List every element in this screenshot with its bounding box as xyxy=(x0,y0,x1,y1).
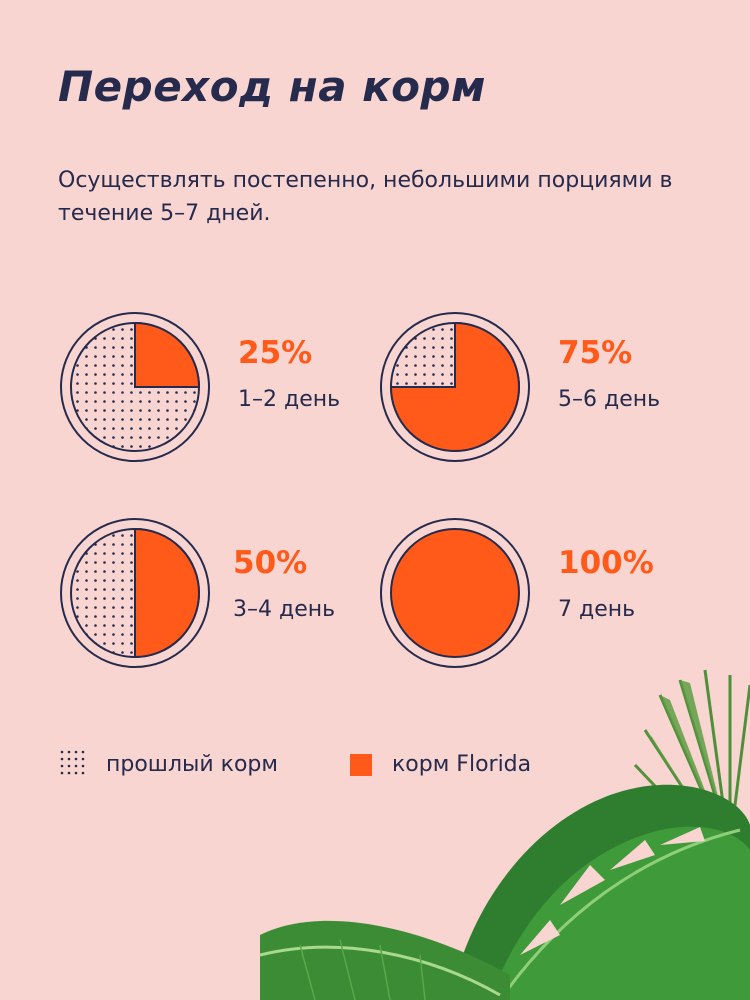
day-label: 3–4 день xyxy=(233,597,336,622)
pie-outer-ring xyxy=(60,312,210,462)
pie-outer-ring xyxy=(380,312,530,462)
pie-chart xyxy=(60,518,210,668)
pie-chart xyxy=(60,312,210,462)
pie-block-4: 100% 7 день xyxy=(375,513,705,673)
legend-florida-label: корм Florida xyxy=(392,752,532,777)
pie-chart xyxy=(380,518,530,668)
dotted-pattern-icon xyxy=(60,750,85,775)
monstera-leaves-icon xyxy=(260,669,750,1000)
pie-outer-ring xyxy=(60,518,210,668)
page-subtitle: Осуществлять постепенно, небольшими порц… xyxy=(58,168,673,226)
percent-label: 100% xyxy=(558,545,654,581)
legend-previous-food: прошлый корм xyxy=(60,750,278,778)
percent-label: 75% xyxy=(558,335,633,371)
slice-florida-food xyxy=(389,321,520,452)
pie-outer-ring xyxy=(380,518,530,668)
day-label: 7 день xyxy=(558,597,636,622)
day-label: 1–2 день xyxy=(238,387,341,412)
pie-block-1: 25% 1–2 день xyxy=(55,307,385,467)
percent-label: 50% xyxy=(233,545,308,581)
legend-florida-food: корм Florida xyxy=(350,752,531,777)
slice-florida-food xyxy=(134,321,201,388)
slice-florida-food xyxy=(134,527,200,659)
pie-block-3: 50% 3–4 день xyxy=(55,513,385,673)
page-title: Переход на корм xyxy=(58,62,486,111)
pie-chart xyxy=(380,312,530,462)
percent-label: 25% xyxy=(238,335,313,371)
day-label: 5–6 день xyxy=(558,387,661,412)
legend-previous-label: прошлый корм xyxy=(106,751,278,777)
pie-block-2: 75% 5–6 день xyxy=(375,307,705,467)
orange-square-icon xyxy=(350,753,372,776)
slice-florida-food xyxy=(390,528,520,658)
